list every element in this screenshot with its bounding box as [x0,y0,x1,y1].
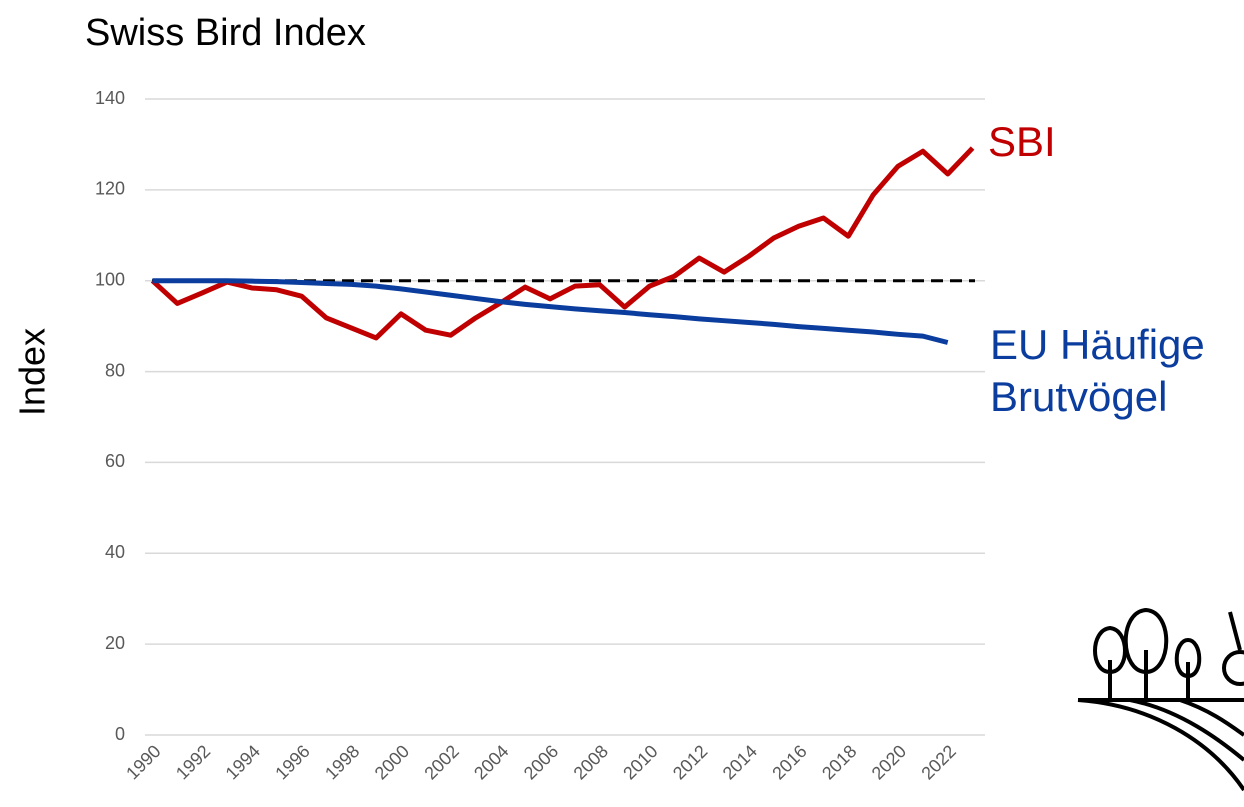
y-tick-label: 80 [105,360,125,380]
x-tick-label: 2012 [669,741,711,783]
y-tick-label: 60 [105,451,125,471]
x-tick-label: 2006 [520,741,562,783]
x-tick-label: 2008 [570,741,612,783]
y-tick-label: 120 [95,179,125,199]
x-tick-label: 1996 [271,741,313,783]
x-tick-label: 1990 [122,741,164,783]
x-tick-label: 2002 [420,741,462,783]
x-tick-label: 2022 [917,741,959,783]
y-tick-label: 0 [115,724,125,744]
y-tick-label: 140 [95,88,125,108]
x-tick-label: 2004 [470,741,512,783]
page: {"chart_data": {"type": "line", "title":… [0,0,1244,807]
x-tick-label: 1992 [172,741,214,783]
x-tick-label: 2010 [619,741,661,783]
x-tick-label: 2016 [768,741,810,783]
x-tick-label: 1998 [321,741,363,783]
series-label: EU Häufige Brutvögel [990,319,1240,423]
y-axis-label: Index [12,328,53,416]
y-tick-label: 40 [105,542,125,562]
x-tick-label: 2018 [818,741,860,783]
chart-title: Swiss Bird Index [85,12,366,54]
x-tick-label: 2014 [719,741,761,783]
x-tick-label: 2000 [371,741,413,783]
y-tick-label: 20 [105,633,125,653]
x-tick-label: 1994 [222,741,264,783]
series-label: SBI [988,116,1056,168]
x-tick-label: 2020 [868,741,910,783]
y-tick-label: 100 [95,269,125,289]
farm-icon [1078,610,1244,790]
